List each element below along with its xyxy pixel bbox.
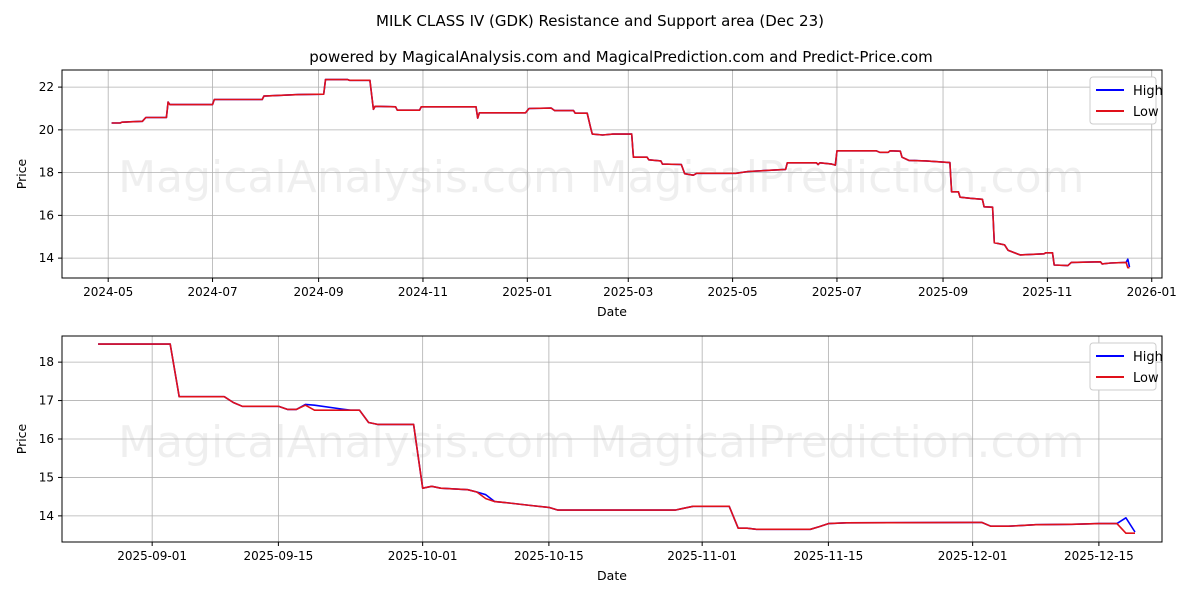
- y-tick-label: 14: [39, 509, 54, 523]
- chart-title: MILK CLASS IV (GDK) Resistance and Suppo…: [376, 12, 824, 30]
- legend-label-high: High: [1133, 350, 1163, 365]
- legend-box: [1089, 342, 1157, 391]
- y-tick-label: 18: [39, 166, 54, 180]
- x-tick-label: 2025-11-01: [667, 549, 737, 563]
- x-tick-label: 2024-07: [187, 285, 237, 299]
- y-tick-label: 18: [39, 355, 54, 369]
- y-axis-label: Price: [14, 158, 29, 189]
- x-tick-label: 2025-09-01: [117, 549, 187, 563]
- watermark: MagicalAnalysis.com: [118, 417, 576, 468]
- plot-frame: [61, 335, 1163, 543]
- y-tick-label: 17: [39, 394, 54, 408]
- watermark: MagicalAnalysis.com: [118, 152, 576, 203]
- x-tick-label: 2025-01: [502, 285, 552, 299]
- legend-label-high: High: [1133, 84, 1163, 99]
- x-tick-label: 2025-03: [603, 285, 653, 299]
- bottom-panel: MagicalAnalysis.com MagicalPrediction.com…: [14, 335, 1163, 583]
- legend-box: [1089, 76, 1157, 125]
- x-tick-label: 2025-11-15: [794, 549, 864, 563]
- legend: High Low: [1089, 76, 1163, 125]
- legend: High Low: [1089, 342, 1163, 391]
- y-tick-label: 14: [39, 251, 54, 265]
- x-tick-label: 2024-05: [83, 285, 133, 299]
- watermark: MagicalPrediction.com: [590, 417, 1085, 468]
- y-tick-label: 15: [39, 470, 54, 484]
- x-tick-label: 2025-09-15: [244, 549, 314, 563]
- top-panel: MagicalAnalysis.com MagicalPrediction.com…: [14, 69, 1177, 319]
- x-tick-label: 2025-07: [812, 285, 862, 299]
- chart-subtitle: powered by MagicalAnalysis.com and Magic…: [309, 48, 933, 66]
- x-tick-label: 2024-09: [294, 285, 344, 299]
- x-axis-label: Date: [597, 568, 627, 583]
- y-tick-label: 22: [39, 80, 54, 94]
- y-axis-label: Price: [14, 423, 29, 454]
- legend-label-low: Low: [1133, 371, 1159, 386]
- y-tick-label: 16: [39, 432, 54, 446]
- series-line-low: [111, 78, 1130, 269]
- x-tick-label: 2025-05: [708, 285, 758, 299]
- x-tick-label: 2024-11: [398, 285, 448, 299]
- x-axis-label: Date: [597, 304, 627, 319]
- x-tick-label: 2025-12-01: [938, 549, 1008, 563]
- legend-label-low: Low: [1133, 105, 1159, 120]
- y-tick-label: 16: [39, 208, 54, 222]
- plot-frame: [61, 69, 1163, 279]
- series-line-low: [98, 343, 1135, 534]
- x-tick-label: 2025-10-15: [514, 549, 584, 563]
- x-tick-label: 2025-10-01: [388, 549, 458, 563]
- x-tick-label: 2025-12-15: [1064, 549, 1134, 563]
- x-tick-label: 2025-11: [1022, 285, 1072, 299]
- y-tick-label: 20: [39, 123, 54, 137]
- x-tick-label: 2026-01: [1127, 285, 1177, 299]
- x-tick-label: 2025-09: [918, 285, 968, 299]
